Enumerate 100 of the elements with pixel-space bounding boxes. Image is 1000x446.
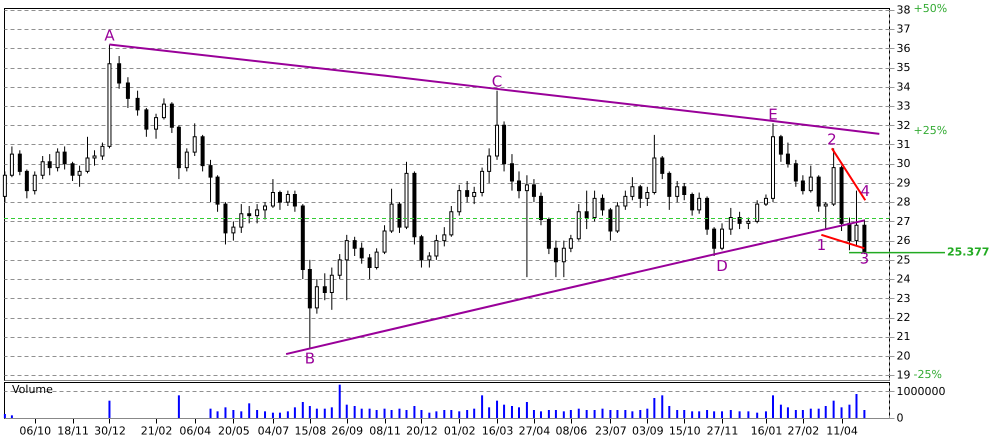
x-tick-label: 04/07 — [258, 424, 290, 438]
candlestick — [738, 211, 742, 230]
x-tick-label: 20/12 — [406, 424, 438, 438]
bar — [108, 400, 110, 418]
bar — [248, 403, 250, 418]
bar — [646, 408, 648, 418]
annotation: 2 — [827, 130, 837, 148]
candlestick — [286, 190, 290, 207]
candlestick — [10, 146, 14, 178]
candlestick — [62, 146, 67, 170]
x-tick-label: 08/06 — [556, 424, 588, 438]
bar — [302, 402, 304, 418]
candlestick — [18, 150, 22, 176]
candlestick — [117, 56, 122, 90]
candlestick — [338, 254, 342, 280]
candlestick — [208, 159, 213, 203]
candlestick — [568, 234, 573, 253]
bar — [698, 411, 700, 418]
bar — [330, 407, 333, 418]
candlestick — [808, 165, 813, 194]
candlestick — [728, 207, 733, 236]
bar — [518, 407, 520, 418]
candlestick — [608, 207, 612, 242]
bar — [360, 408, 363, 418]
bar — [616, 410, 618, 418]
bar — [473, 408, 476, 418]
bar — [713, 411, 716, 418]
candlestick — [85, 136, 90, 174]
annotation: B — [304, 349, 315, 368]
x-tick-label: 06/04 — [179, 424, 212, 438]
bar — [548, 410, 550, 418]
bar — [398, 408, 400, 418]
bar — [554, 410, 557, 418]
bar — [706, 410, 708, 418]
bar — [420, 410, 422, 418]
x-tick-label: 21/02 — [140, 424, 172, 438]
candlestick — [764, 194, 768, 207]
candlestick — [675, 180, 680, 203]
y-tick-label: 29 — [896, 176, 910, 190]
candlestick — [70, 161, 75, 182]
candlestick — [465, 180, 470, 203]
bar — [764, 411, 767, 418]
candlestick — [442, 226, 446, 247]
y-tick-label: 26 — [896, 234, 910, 248]
y-tick-label: 37 — [896, 22, 910, 36]
y-tick-label: 31 — [896, 138, 910, 151]
candlestick — [78, 165, 82, 188]
x-tick-label: 18/11 — [57, 424, 89, 438]
bar — [639, 410, 642, 418]
candlestick — [270, 178, 275, 208]
y-tick-label: 23 — [896, 292, 910, 305]
bar — [481, 395, 484, 418]
bar — [609, 410, 612, 418]
bar — [496, 400, 498, 418]
bar — [458, 411, 460, 418]
bar — [324, 408, 326, 418]
bar — [578, 408, 580, 418]
bar — [256, 410, 258, 418]
bar — [10, 415, 13, 418]
bar — [570, 410, 572, 418]
candlestick — [154, 113, 158, 140]
candlestick — [457, 184, 462, 216]
annotation: 1 — [816, 236, 826, 254]
candlestick — [746, 217, 750, 230]
bar — [272, 412, 274, 418]
candlestick — [538, 192, 543, 226]
bar — [624, 410, 626, 418]
bar — [308, 406, 311, 418]
bar — [294, 407, 296, 418]
candlestick — [322, 272, 327, 301]
y-tick-label: 22 — [896, 311, 910, 324]
candlestick — [263, 202, 268, 220]
bar — [653, 398, 656, 418]
candlestick — [136, 90, 140, 116]
bar — [264, 411, 266, 418]
candlestick — [427, 252, 432, 268]
candlestick — [360, 242, 364, 264]
x-tick-label: 11/04 — [826, 424, 858, 438]
x-tick-label: 27/11 — [706, 424, 738, 438]
candlestick — [184, 148, 189, 172]
x-tick-label: 16/01 — [750, 424, 782, 438]
bar — [450, 410, 452, 418]
y2-tick-label: +50% — [914, 2, 948, 16]
candlestick — [92, 150, 97, 166]
bar — [818, 408, 820, 418]
line-series — [108, 44, 880, 135]
candlestick — [480, 167, 484, 197]
candlestick — [40, 156, 45, 180]
candlestick — [517, 170, 522, 199]
candlestick — [48, 154, 52, 176]
bar — [691, 411, 694, 418]
bar — [4, 414, 6, 418]
candlestick — [712, 226, 716, 256]
y-tick-label: 34 — [896, 80, 910, 94]
bar — [338, 384, 341, 418]
y-tick-label: 25 — [896, 253, 910, 266]
annotation: 3 — [860, 249, 870, 268]
candlestick — [472, 186, 476, 205]
bar — [428, 412, 430, 418]
bar — [756, 412, 758, 418]
